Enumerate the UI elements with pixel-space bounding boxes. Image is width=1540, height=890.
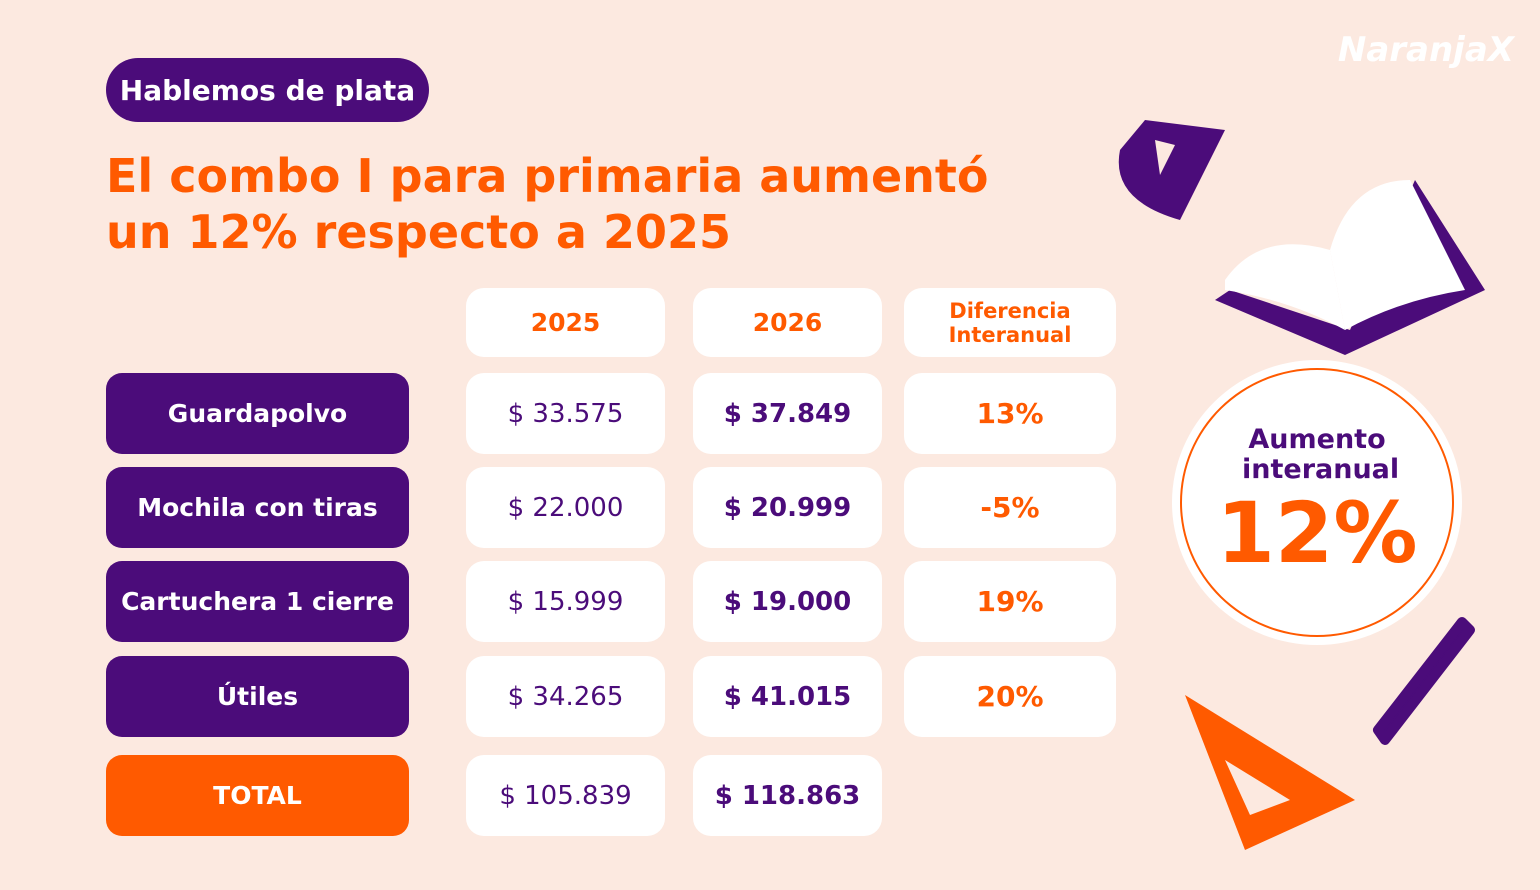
badge-ring bbox=[1180, 368, 1454, 637]
table-cell: 20% bbox=[904, 656, 1116, 737]
table-cell: $ 41.015 bbox=[693, 656, 882, 737]
table-cell: $ 33.575 bbox=[466, 373, 665, 454]
protractor bbox=[1118, 120, 1225, 220]
column-header: 2025 bbox=[466, 288, 665, 357]
row-label: Guardapolvo bbox=[106, 373, 409, 454]
column-header: Diferencia Interanual bbox=[904, 288, 1116, 357]
table-cell: $ 20.999 bbox=[693, 467, 882, 548]
table-cell: $ 15.999 bbox=[466, 561, 665, 642]
logo: NaranjaX bbox=[1337, 30, 1514, 70]
table-cell: $ 105.839 bbox=[466, 755, 665, 836]
table-cell: 13% bbox=[904, 373, 1116, 454]
row-label: TOTAL bbox=[106, 755, 409, 836]
book-page-left bbox=[1225, 244, 1345, 330]
table-cell: $ 19.000 bbox=[693, 561, 882, 642]
row-label: Mochila con tiras bbox=[106, 467, 409, 548]
triangle-ruler bbox=[1185, 695, 1355, 850]
row-label: Cartuchera 1 cierre bbox=[106, 561, 409, 642]
protractor-hole bbox=[1155, 140, 1175, 175]
pen bbox=[1373, 617, 1475, 745]
triangle-hole bbox=[1225, 760, 1290, 815]
badge: Aumento interanual 12% bbox=[1172, 360, 1462, 645]
table-cell: $ 22.000 bbox=[466, 467, 665, 548]
table-cell: $ 37.849 bbox=[693, 373, 882, 454]
book-page-right bbox=[1330, 180, 1465, 330]
title: El combo I para primaria aumentó un 12% … bbox=[106, 148, 989, 260]
table-cell: 19% bbox=[904, 561, 1116, 642]
title-line: El combo I para primaria aumentó bbox=[106, 149, 989, 203]
table-cell: $ 34.265 bbox=[466, 656, 665, 737]
row-label: Útiles bbox=[106, 656, 409, 737]
table-cell: -5% bbox=[904, 467, 1116, 548]
column-header: 2026 bbox=[693, 288, 882, 357]
table-cell: $ 118.863 bbox=[693, 755, 882, 836]
title-line: un 12% respecto a 2025 bbox=[106, 205, 731, 259]
tag: Hablemos de plata bbox=[106, 58, 429, 122]
